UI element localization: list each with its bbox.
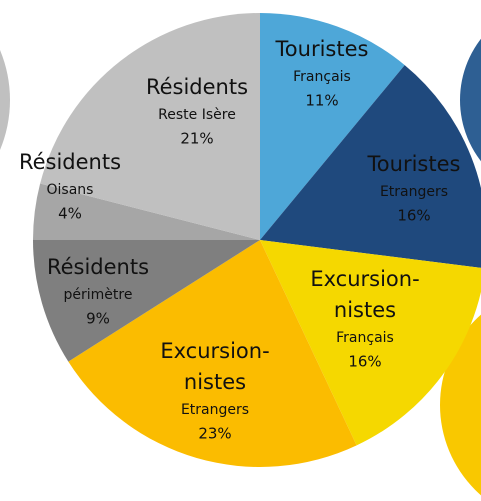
pie-slice <box>260 240 481 446</box>
slice-label: Excursion- <box>310 267 419 291</box>
slice-label: Résidents <box>19 150 121 174</box>
pie-slice <box>260 13 405 240</box>
slice-value: 21% <box>180 130 213 148</box>
slice-detail: Etrangers <box>380 184 448 200</box>
decor-circle <box>0 50 10 150</box>
slice-value: 16% <box>348 353 381 371</box>
slice-label: Touristes <box>275 37 369 61</box>
slice-detail: Oisans <box>47 182 94 198</box>
slice-label: Résidents <box>47 255 149 279</box>
slice-value: 11% <box>305 92 338 110</box>
slice-detail: Etrangers <box>181 402 249 418</box>
pie-slice <box>260 65 481 268</box>
decor-circle <box>460 38 481 162</box>
slice-value: 16% <box>397 207 430 225</box>
slice-detail: Français <box>293 69 351 85</box>
slice-detail: périmètre <box>64 287 133 303</box>
slice-value: 4% <box>58 205 82 223</box>
slice-label: Résidents <box>146 75 248 99</box>
slice-detail: Reste Isère <box>158 107 236 123</box>
pie-slice <box>33 183 260 240</box>
slice-detail: Français <box>336 330 394 346</box>
pie-slice <box>32 240 260 362</box>
pie-slice <box>68 240 357 468</box>
pie-slice <box>40 13 260 240</box>
slice-label: nistes <box>334 298 396 322</box>
slice-value: 23% <box>198 425 231 443</box>
slice-label: Touristes <box>367 152 461 176</box>
slice-value: 9% <box>86 310 110 328</box>
slice-label: Excursion- <box>160 339 269 363</box>
slice-label: nistes <box>184 370 246 394</box>
